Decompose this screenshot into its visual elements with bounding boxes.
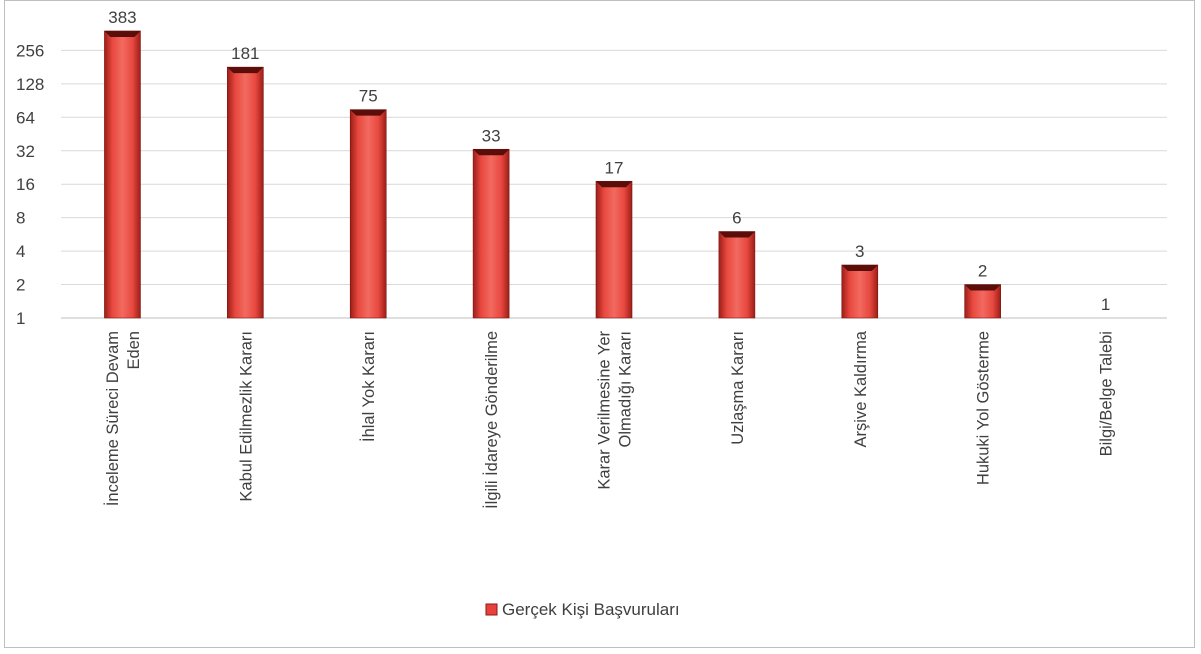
legend: Gerçek Kişi Başvuruları — [485, 600, 680, 619]
y-tick-label: 32 — [16, 142, 35, 161]
bar — [718, 231, 756, 319]
y-tick-label: 4 — [16, 242, 25, 261]
data-labels: 383 181 75 33 17 6 3 2 1 — [108, 8, 1110, 314]
data-label: 6 — [732, 209, 741, 228]
bar-bevel — [473, 149, 510, 156]
x-category-label: Karar Verilmesine Yer — [596, 330, 614, 489]
data-label: 3 — [855, 242, 864, 261]
y-tick-label: 1 — [16, 309, 25, 328]
data-label: 2 — [978, 262, 987, 281]
y-tick-label: 256 — [16, 41, 44, 60]
legend-label: Gerçek Kişi Başvuruları — [502, 600, 680, 619]
x-category-label: İnceleme Süreci Devam — [103, 331, 122, 506]
data-label: 383 — [108, 8, 136, 27]
x-category-label: Olmadığı Kararı — [617, 331, 635, 447]
x-category-label: Uzlaşma Kararı — [729, 331, 747, 445]
x-axis: İnceleme Süreci Devam Eden Kabul Edilmezli… — [103, 330, 1116, 509]
y-axis: 1 2 4 8 16 32 64 128 256 — [16, 41, 44, 328]
bar — [104, 30, 141, 319]
y-tick-label: 8 — [16, 209, 25, 228]
y-tick-label: 2 — [16, 276, 25, 295]
bar-bevel — [350, 109, 387, 116]
x-category-label: Kabul Edilmezlik Kararı — [237, 331, 255, 502]
bar-bevel — [718, 231, 755, 238]
x-category-label: İlgili İdareye Gönderilme — [482, 331, 501, 509]
bar — [349, 109, 387, 319]
y-tick-label: 64 — [16, 108, 35, 127]
bar-bevel — [596, 181, 632, 188]
bar — [227, 66, 264, 319]
data-label: 33 — [482, 126, 501, 145]
data-label: 75 — [359, 87, 378, 106]
data-label: 181 — [231, 44, 259, 63]
bar-bevel — [841, 264, 878, 271]
legend-swatch — [485, 603, 498, 616]
bar — [841, 264, 879, 319]
bar — [595, 180, 633, 319]
bars — [104, 30, 1001, 319]
data-label: 17 — [605, 158, 624, 177]
x-category-label: Bilgi/Belge Talebi — [1098, 331, 1116, 456]
y-tick-label: 128 — [16, 75, 44, 94]
x-category-label: Hukuki Yol Gösterme — [975, 331, 993, 485]
data-label: 1 — [1101, 295, 1110, 314]
chart-frame: 1 2 4 8 16 32 64 128 256 383 181 75 33 17 6 3 2 1 İncele… — [4, 0, 1195, 648]
x-category-label: Arşive Kaldırma — [852, 330, 870, 447]
x-category-label: Eden — [125, 331, 143, 370]
x-category-label: İhlal Yok Kararı — [359, 331, 378, 442]
y-tick-label: 16 — [16, 175, 35, 194]
bar-bevel — [227, 67, 264, 74]
bar-bevel — [104, 30, 141, 37]
bar — [472, 148, 510, 319]
bar-bevel — [964, 284, 1001, 291]
